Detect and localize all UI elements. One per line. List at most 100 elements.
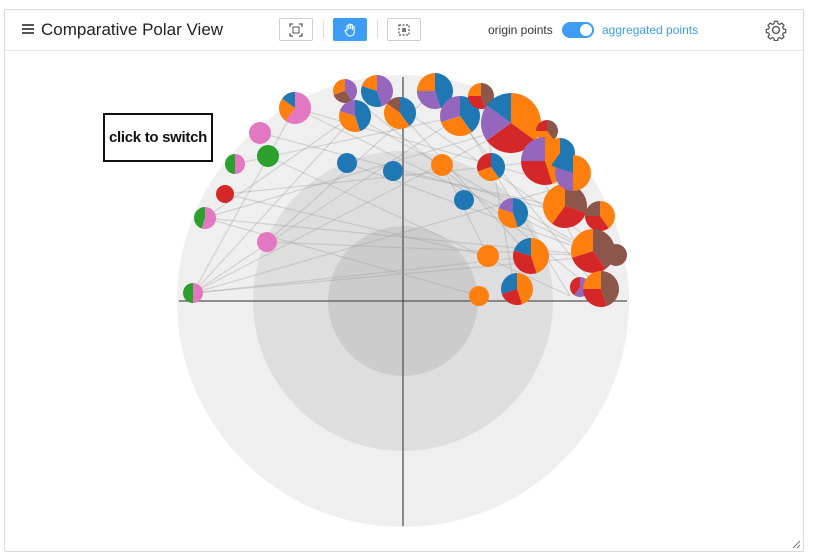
- pie-slice: [235, 154, 245, 174]
- pie-point[interactable]: [225, 154, 245, 174]
- polar-plot[interactable]: [5, 51, 803, 551]
- pan-button[interactable]: [333, 18, 367, 41]
- origin-points-label: origin points: [488, 23, 553, 37]
- pie-point[interactable]: [555, 155, 591, 191]
- pie-point[interactable]: [481, 93, 541, 153]
- pie-slice: [225, 154, 235, 174]
- pie-point[interactable]: [585, 201, 615, 231]
- pie-slice: [486, 123, 536, 153]
- pie-slice: [491, 153, 506, 179]
- pie-slice: [332, 79, 345, 95]
- pie-slice: [583, 289, 607, 307]
- pie-point[interactable]: [183, 283, 203, 303]
- resize-handle-icon[interactable]: [792, 540, 801, 549]
- pie-slice: [361, 86, 382, 107]
- pie-slice: [555, 167, 573, 191]
- pie-slice: [339, 100, 355, 116]
- pie-slice: [511, 93, 541, 141]
- pie-point[interactable]: [513, 238, 549, 274]
- pie-point[interactable]: [216, 185, 234, 203]
- pie-point[interactable]: [500, 273, 533, 305]
- polar-view-panel: Comparative Polar View origin points agg…: [4, 9, 804, 552]
- pie-slice: [513, 238, 531, 256]
- pie-slice: [377, 75, 393, 107]
- pie-slice: [477, 153, 491, 172]
- pie-point[interactable]: [339, 100, 371, 132]
- pie-slice: [500, 273, 517, 294]
- pie-slice: [468, 96, 486, 109]
- pie-point[interactable]: [278, 92, 311, 124]
- lasso-select-icon: [398, 23, 410, 36]
- pie-slice: [600, 201, 615, 229]
- pie-slice: [201, 207, 216, 229]
- pie-point[interactable]: [605, 244, 627, 266]
- pie-point[interactable]: [257, 145, 279, 167]
- pie-slice: [339, 111, 360, 132]
- pie-slice: [531, 238, 549, 274]
- pie-slice: [605, 244, 627, 266]
- pie-slice: [513, 198, 529, 228]
- pie-point[interactable]: [257, 232, 277, 252]
- pie-slice: [477, 167, 500, 182]
- pie-slice: [361, 75, 377, 91]
- pie-slice: [543, 184, 565, 224]
- pie-slice: [477, 245, 499, 267]
- pie-slice: [257, 232, 277, 252]
- pie-point[interactable]: [417, 73, 453, 109]
- pie-slice: [565, 184, 587, 213]
- aggregated-points-label[interactable]: aggregated points: [602, 23, 699, 37]
- aggregated-pie-points[interactable]: [183, 73, 627, 307]
- menu-icon[interactable]: [22, 24, 34, 34]
- pie-slice: [498, 208, 518, 229]
- points-mode-toggle[interactable]: [562, 22, 594, 38]
- pie-point[interactable]: [477, 245, 499, 267]
- pie-point[interactable]: [477, 153, 506, 182]
- pie-point[interactable]: [498, 198, 529, 229]
- pie-slice: [400, 97, 416, 126]
- fit-view-icon: [289, 22, 303, 37]
- pie-slice: [454, 190, 474, 210]
- pie-point[interactable]: [383, 97, 416, 130]
- pie-point[interactable]: [337, 153, 357, 173]
- pie-slice: [417, 91, 441, 109]
- pie-slice: [572, 251, 606, 273]
- pie-slice: [440, 96, 460, 123]
- click-to-switch-button[interactable]: click to switch: [103, 113, 213, 162]
- pie-point[interactable]: [469, 286, 489, 306]
- pie-slice: [555, 155, 573, 173]
- pie-slice: [571, 229, 593, 258]
- pie-point[interactable]: [194, 207, 216, 229]
- pie-slice: [469, 286, 489, 306]
- gear-icon[interactable]: [765, 19, 787, 41]
- pie-point[interactable]: [583, 271, 619, 307]
- pie-slice: [337, 153, 357, 173]
- pie-slice: [249, 122, 271, 144]
- select-button[interactable]: [387, 18, 421, 41]
- pie-slice: [552, 206, 586, 228]
- pie-slice: [383, 103, 410, 130]
- pie-slice: [383, 161, 403, 181]
- pie-slice: [536, 120, 547, 131]
- pie-slice: [216, 185, 234, 203]
- pie-slice: [282, 92, 295, 108]
- pie-slice: [521, 161, 553, 186]
- pie-point[interactable]: [361, 75, 393, 107]
- panel-header: Comparative Polar View origin points agg…: [5, 10, 803, 51]
- pie-point[interactable]: [454, 190, 474, 210]
- pie-slice: [345, 79, 358, 101]
- pie-point[interactable]: [431, 154, 453, 176]
- pie-point[interactable]: [249, 122, 271, 144]
- pie-point[interactable]: [332, 79, 358, 103]
- pie-point[interactable]: [543, 184, 587, 228]
- pie-slice: [285, 92, 311, 124]
- pie-slice: [545, 138, 560, 166]
- pie-slice: [583, 271, 601, 289]
- pie-slice: [355, 100, 371, 132]
- pie-slice: [257, 145, 279, 167]
- pie-point[interactable]: [383, 161, 403, 181]
- pie-slice: [585, 201, 600, 216]
- pie-slice: [435, 73, 453, 109]
- hand-icon: [344, 23, 355, 37]
- pie-slice: [417, 73, 435, 91]
- fit-view-button[interactable]: [279, 18, 313, 41]
